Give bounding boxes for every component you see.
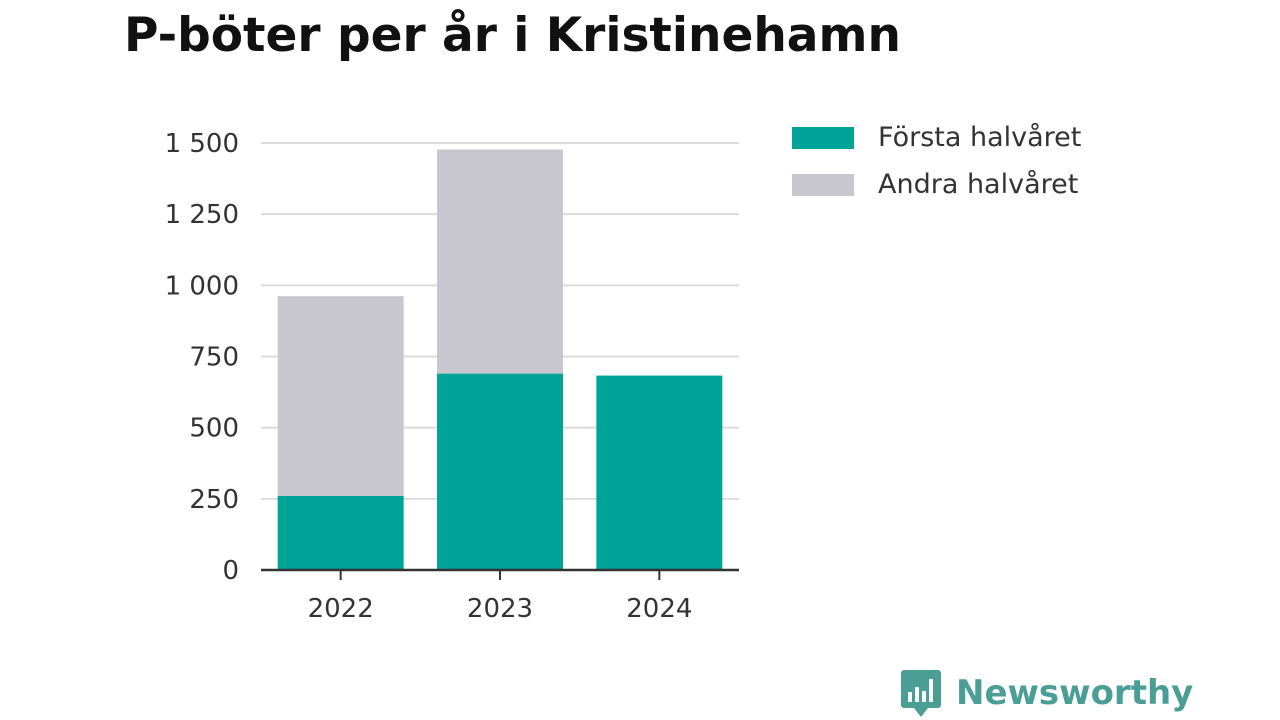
y-tick-label-750: 750 [189,343,239,373]
y-tick-label-500: 500 [189,414,239,444]
bar-chart-speech-bubble-icon [901,670,941,717]
bar-2023-series-1 [437,373,563,570]
bar-2022-series-2 [277,296,404,496]
x-tick-label-2024: 2024 [626,594,692,624]
y-tick-label-250: 250 [189,485,239,515]
bar-2023-series-2 [437,149,563,374]
brand-name: Newsworthy [956,673,1194,713]
legend-swatch-first-half [792,126,854,149]
brand-logo: Newsworthy [900,668,1193,718]
x-tick-label-2023: 2023 [467,594,533,624]
x-tick-label-2022: 2022 [308,594,374,624]
legend-swatch-second-half [792,173,854,196]
chart-legend: Första halvåret Andra halvåret [792,114,1081,208]
y-tick-label-1250: 1 250 [165,200,239,230]
y-tick-label-0: 0 [222,556,239,586]
chart-title: P-böter per år i Kristinehamn [124,8,901,63]
bar-2022-series-1 [277,495,404,570]
legend-item-first-half: Första halvåret [792,114,1081,161]
bar-2024-series-1 [596,375,723,570]
y-tick-label-1500: 1 500 [165,129,239,159]
legend-label-second-half: Andra halvåret [878,169,1079,200]
legend-item-second-half: Andra halvåret [792,161,1081,208]
y-tick-label-1000: 1 000 [165,271,239,301]
legend-label-first-half: Första halvåret [878,122,1082,153]
